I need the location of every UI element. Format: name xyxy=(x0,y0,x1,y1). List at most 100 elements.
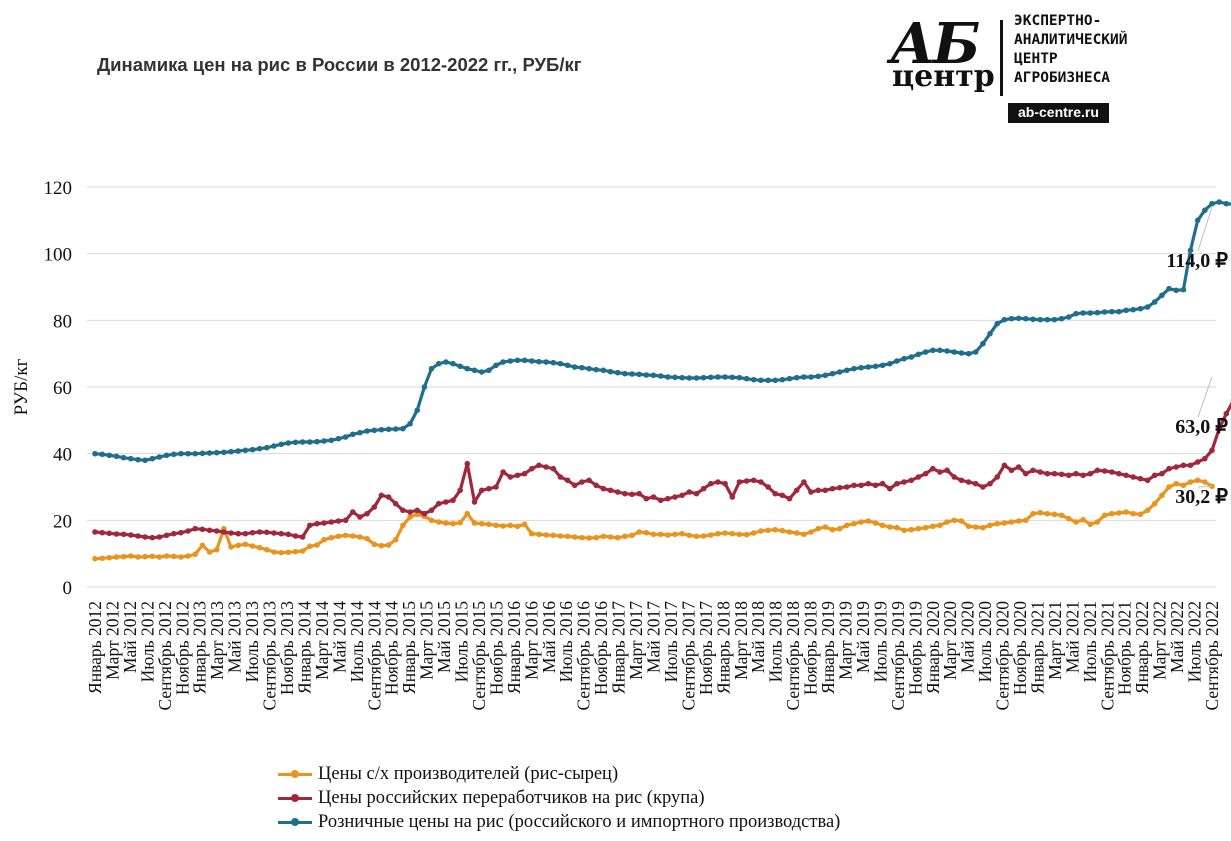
data-point xyxy=(543,532,549,538)
y-tick-label: 20 xyxy=(53,511,72,532)
data-point xyxy=(736,531,743,538)
data-point xyxy=(292,533,299,539)
data-point xyxy=(1023,517,1029,524)
data-point xyxy=(256,445,263,452)
data-point xyxy=(708,374,714,381)
data-point xyxy=(328,437,335,444)
x-tick-label: Ноябрь 2013 xyxy=(277,601,297,695)
data-point xyxy=(378,426,385,433)
data-point xyxy=(1051,470,1058,477)
data-point xyxy=(478,369,485,375)
data-point xyxy=(593,366,599,373)
legend-label: Розничные цены на рис (российского и имп… xyxy=(318,811,841,832)
data-point xyxy=(894,524,900,531)
legend-label: Цены с/х производителей (рис-сырец) xyxy=(318,763,619,784)
data-point xyxy=(708,532,714,538)
data-point xyxy=(550,532,557,539)
leader-line xyxy=(1197,485,1213,488)
data-point xyxy=(872,363,879,370)
data-point xyxy=(364,428,370,434)
data-point xyxy=(149,553,156,560)
data-point xyxy=(836,369,843,375)
x-tick-label: Май 2022 xyxy=(1167,601,1187,673)
data-point xyxy=(643,529,650,536)
data-point xyxy=(113,531,120,537)
data-point xyxy=(192,450,198,457)
x-tick-label: Июль 2013 xyxy=(242,601,262,683)
x-tick-label: Сентябрь 2012 xyxy=(155,601,175,711)
data-point xyxy=(1044,470,1051,477)
data-point xyxy=(1073,310,1079,317)
data-point xyxy=(1001,316,1008,323)
x-tick-label: Январь 2017 xyxy=(609,601,629,694)
data-point xyxy=(1023,470,1029,477)
data-point xyxy=(221,449,227,456)
x-tick-label: Январь 2016 xyxy=(504,601,524,694)
data-point xyxy=(464,460,471,467)
data-point xyxy=(1194,477,1201,484)
data-point xyxy=(1180,286,1187,293)
data-point xyxy=(937,347,943,354)
data-point xyxy=(607,487,614,494)
data-point xyxy=(285,440,292,446)
data-point xyxy=(729,374,736,381)
data-point xyxy=(1209,447,1215,454)
data-point xyxy=(693,533,700,540)
data-point xyxy=(421,384,428,390)
data-point xyxy=(1058,471,1065,478)
data-point xyxy=(571,364,578,370)
data-point xyxy=(278,549,285,556)
data-point xyxy=(235,542,241,549)
data-point xyxy=(1159,492,1165,499)
data-point xyxy=(1216,199,1222,205)
data-point xyxy=(1166,484,1172,490)
data-point xyxy=(385,494,392,500)
data-point xyxy=(249,543,256,549)
data-point xyxy=(178,554,184,560)
data-point xyxy=(271,443,277,449)
data-point xyxy=(793,530,800,536)
data-point xyxy=(815,373,821,380)
x-tick-label: Сентябрь 2016 xyxy=(574,601,594,711)
data-point xyxy=(1109,308,1115,315)
logo-org-line: ЦЕНТР xyxy=(1014,51,1058,67)
x-tick-label: Март 2013 xyxy=(207,601,227,680)
data-point xyxy=(994,474,1000,480)
data-point xyxy=(801,531,807,538)
data-point xyxy=(364,535,370,542)
x-tick-label: Сентябрь 2020 xyxy=(993,601,1013,711)
data-point xyxy=(1087,470,1094,477)
data-point xyxy=(99,555,105,562)
data-point xyxy=(686,375,693,381)
data-point xyxy=(887,485,893,492)
data-point xyxy=(858,482,864,489)
data-point xyxy=(571,534,578,540)
x-tick-label: Сентябрь 2015 xyxy=(469,601,489,711)
data-point xyxy=(407,514,413,520)
data-point xyxy=(571,482,578,489)
data-point xyxy=(1109,469,1115,475)
data-point xyxy=(879,362,886,369)
data-point xyxy=(1101,468,1108,474)
data-point xyxy=(507,522,514,529)
data-point xyxy=(407,420,413,427)
data-point xyxy=(1094,309,1101,316)
data-point xyxy=(550,359,557,366)
data-point xyxy=(564,477,571,484)
data-point xyxy=(901,479,907,485)
data-point xyxy=(564,362,571,369)
x-tick-label: Март 2015 xyxy=(417,601,437,680)
data-point xyxy=(1223,200,1230,207)
data-point xyxy=(908,354,915,360)
data-point xyxy=(786,375,793,382)
data-point xyxy=(507,474,514,480)
data-point xyxy=(951,517,957,524)
data-point xyxy=(185,553,191,559)
data-point xyxy=(321,520,327,526)
data-point xyxy=(92,529,98,535)
data-point xyxy=(1051,511,1058,518)
data-point xyxy=(328,519,335,525)
data-point xyxy=(1144,477,1151,484)
data-point xyxy=(987,522,993,529)
